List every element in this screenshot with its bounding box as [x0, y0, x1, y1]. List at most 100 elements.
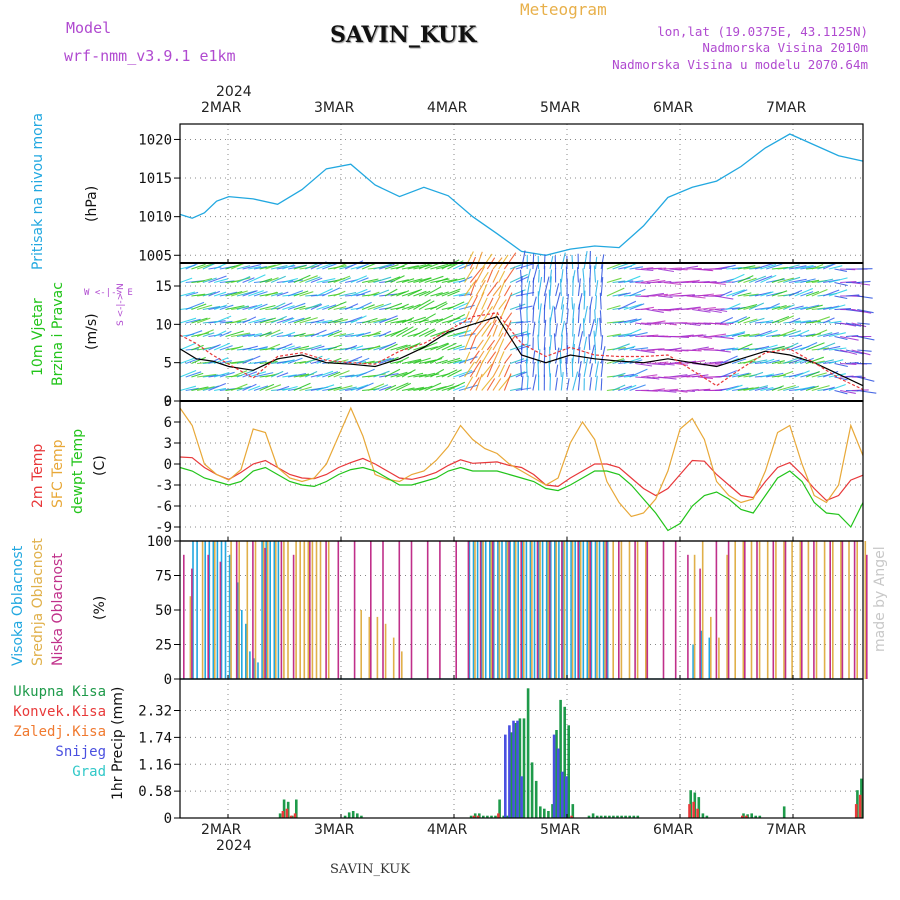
- wind-barb: [265, 277, 279, 284]
- bottom-year: 2024: [216, 838, 252, 854]
- wind-barb: [242, 263, 262, 270]
- cloud-mid-bar: [758, 541, 761, 679]
- wind-barb: [384, 276, 401, 284]
- wind-barb: [583, 358, 589, 378]
- wind-barb: [282, 385, 298, 392]
- wind-barb: [327, 330, 343, 338]
- cloud-low-bar: [687, 554, 689, 679]
- wind-barb: [191, 386, 209, 392]
- wind-barb: [236, 305, 249, 311]
- wind-barb: [407, 278, 423, 284]
- wind-barb: [503, 312, 513, 324]
- precip-total-bar: [547, 811, 550, 818]
- wind-barb: [196, 277, 213, 284]
- wind-barb: [675, 389, 688, 393]
- wind-barb: [407, 288, 423, 297]
- wind-barb: [299, 317, 318, 324]
- wind-barb: [322, 304, 337, 311]
- wind-barb: [692, 346, 709, 351]
- wind-barb: [344, 344, 358, 351]
- wind-barb: [680, 306, 701, 311]
- cloud-mid-bar: [201, 541, 204, 679]
- wind-barb: [492, 349, 500, 364]
- precip-total-bar: [620, 815, 623, 818]
- wind-barb: [577, 331, 584, 351]
- wind-barb: [680, 389, 695, 393]
- wind-barb: [225, 290, 243, 297]
- wind-barb: [287, 302, 306, 311]
- wind-barb: [373, 370, 390, 378]
- cloud-high-bar: [196, 541, 198, 679]
- wind-barb: [817, 332, 833, 338]
- cloud-mid-bar: [315, 541, 318, 679]
- wind-barb: [327, 301, 347, 311]
- wind-barb: [828, 373, 846, 378]
- wind-barb: [486, 312, 495, 324]
- wind-barb: [418, 313, 436, 324]
- wind-barb: [276, 343, 293, 351]
- precip-total-bar: [534, 780, 538, 818]
- wind-barb: [356, 290, 371, 297]
- wind-barb: [737, 292, 752, 297]
- wind-barb: [840, 362, 857, 366]
- cloud-high-bar: [700, 630, 702, 679]
- wind-barb: [213, 304, 228, 311]
- wind-barb: [293, 316, 311, 324]
- wind-barb: [749, 359, 768, 365]
- wind-barb: [783, 304, 795, 311]
- wind-barb: [743, 318, 758, 324]
- wind-barb: [231, 290, 248, 297]
- wind-barb: [703, 361, 724, 365]
- wind-barb: [447, 290, 460, 297]
- wind-barb: [503, 252, 517, 270]
- wind-barb: [379, 385, 392, 392]
- wind-barb: [589, 319, 595, 337]
- wind-barb: [577, 373, 581, 391]
- wind-barb: [407, 264, 427, 270]
- wind-barb: [339, 374, 355, 378]
- wind-barb: [640, 322, 660, 325]
- wind-barb: [225, 305, 245, 311]
- wind-barb: [265, 291, 278, 297]
- wind-barb: [817, 359, 834, 365]
- wind-barb: [629, 318, 642, 324]
- cloud-high-bar: [484, 541, 487, 679]
- wind-barb: [293, 264, 307, 270]
- wind-barb: [731, 358, 747, 365]
- wind-barb: [248, 266, 262, 270]
- wind-barb: [788, 317, 801, 324]
- precip-total-bar: [498, 799, 501, 818]
- cloud-mid-bar: [539, 541, 541, 679]
- wind-barb: [441, 278, 458, 284]
- wind-barb: [481, 335, 492, 351]
- wind-barb: [498, 364, 506, 378]
- cloud-low-bar: [699, 568, 701, 679]
- wind-barb: [828, 383, 846, 392]
- wind-barb: [754, 330, 772, 338]
- cloud-low-bar: [618, 541, 620, 679]
- cloud-low-bar: [439, 541, 441, 679]
- wind-barb: [469, 360, 482, 378]
- wind-barb: [640, 349, 655, 352]
- wind-barb: [543, 276, 550, 297]
- wind-barb: [503, 285, 511, 297]
- cloud-high-bar: [570, 541, 572, 679]
- wind-barb: [805, 356, 824, 365]
- wind-barb: [430, 301, 447, 310]
- wind-barb: [435, 383, 454, 392]
- wind-barb: [760, 329, 778, 338]
- wind-barb: [367, 318, 387, 324]
- cloud-low-bar: [744, 541, 746, 679]
- wind-barb: [418, 385, 433, 392]
- wind-barb: [447, 301, 465, 311]
- cloud-low-bar: [219, 561, 222, 679]
- wind-barb: [492, 378, 502, 391]
- cloud-low-bar: [841, 541, 844, 679]
- cloud-mid-bar: [628, 541, 631, 679]
- wind-barb: [265, 384, 282, 392]
- wind-barb: [276, 372, 289, 378]
- wind-barb: [845, 294, 860, 297]
- cloud-low-bar: [727, 541, 730, 679]
- wind-barb: [435, 277, 449, 284]
- cloud-low-bar: [426, 541, 429, 679]
